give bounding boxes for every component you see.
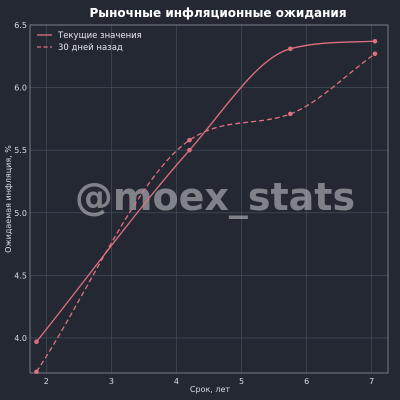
series-line-current [36, 40, 376, 343]
data-point-current [187, 147, 192, 153]
x-tick-label: 3 [109, 377, 114, 386]
watermark-text: @moex_stats [75, 175, 355, 219]
x-tick-label: 5 [239, 377, 244, 386]
series-line-30-days [35, 53, 376, 373]
legend-label-current: Текущие значения [57, 31, 142, 41]
watermark-layer: @moex_stats [75, 175, 355, 219]
series-lines [34, 38, 378, 375]
data-point-current [34, 339, 39, 345]
y-tick-label: 6.0 [14, 84, 27, 93]
y-tick-label: 4.0 [14, 334, 27, 343]
data-point-current [372, 38, 378, 44]
x-tick-label: 2 [44, 377, 49, 386]
x-tick-label: 7 [369, 377, 374, 386]
y-tick-label: 6.5 [14, 21, 27, 30]
x-tick-label: 4 [174, 377, 179, 386]
data-point-30-days [372, 51, 378, 57]
data-point-current [288, 46, 293, 52]
data-point-30-days [34, 369, 39, 375]
y-axis-label: Ожидаемая инфляция, % [4, 145, 13, 253]
chart-title: Рыночные инфляционные ожидания [89, 6, 346, 20]
y-tick-label: 4.5 [14, 271, 27, 280]
legend-label-30-days: 30 дней назад [58, 43, 123, 53]
x-axis-label: Срок, лет [190, 385, 231, 394]
legend: Текущие значения 30 дней назад [37, 31, 142, 53]
plot-frame [29, 24, 389, 374]
y-tick-label: 5.0 [14, 209, 27, 218]
data-point-30-days [288, 111, 293, 117]
y-tick-label: 5.5 [14, 146, 27, 155]
axis-ticks: 2 3 4 5 6 7 4.0 4.5 5.0 5.5 6.0 6.5 [14, 21, 374, 386]
data-point-30-days [187, 137, 192, 143]
x-tick-label: 6 [304, 377, 309, 386]
